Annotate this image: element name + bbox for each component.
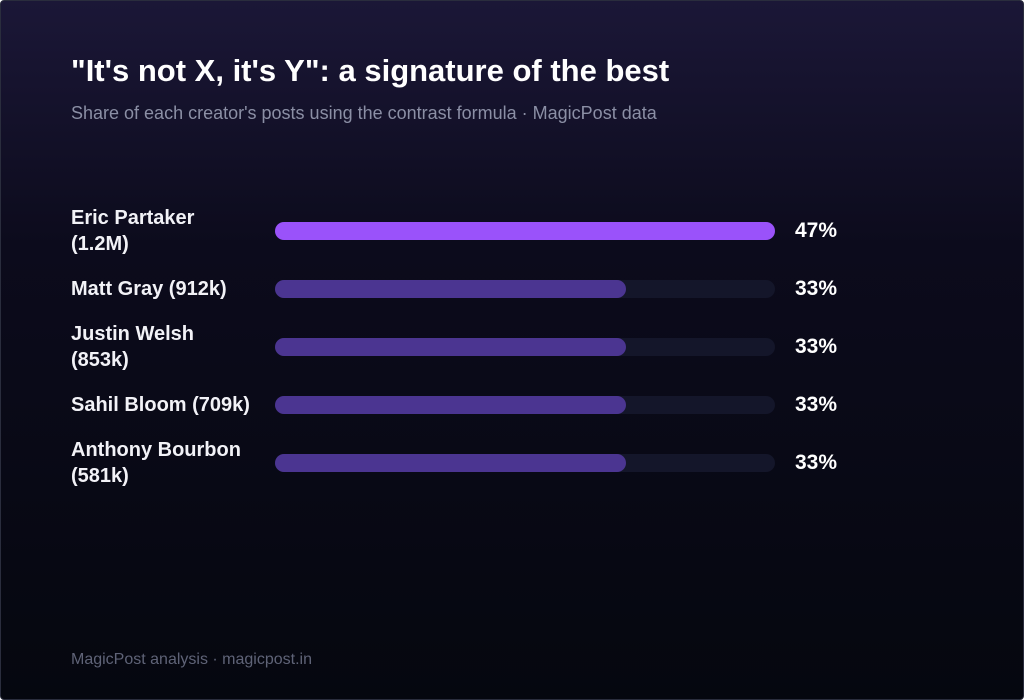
value-label: 47% [795,219,838,242]
value-label: 33% [795,277,838,300]
category-label: Sahil Bloom (709k) [71,394,250,416]
category-label: Matt Gray (912k) [71,278,227,300]
bar [275,396,627,414]
category-label: Justin Welsh (853k) [71,323,194,371]
category-label: Anthony Bourbon (581k) [71,439,241,487]
footer: MagicPost analysis · magicpost.in [71,651,312,668]
chart-subtitle: Share of each creator's posts using the … [71,103,657,123]
value-label: 33% [795,393,838,416]
value-label: 33% [795,451,838,474]
bar [275,280,627,298]
bar [275,338,627,356]
bar [275,222,775,240]
value-label: 33% [795,335,838,358]
bar [275,454,627,472]
category-label: Eric Partaker (1.2M) [71,207,195,255]
chart-title: "It's not X, it's Y": a signature of the… [71,53,670,88]
